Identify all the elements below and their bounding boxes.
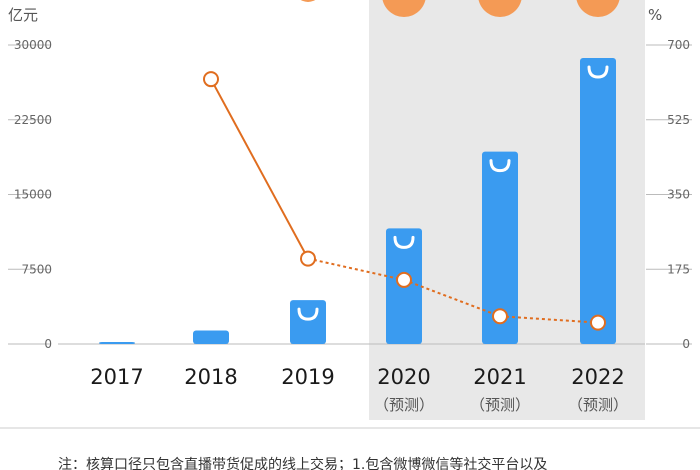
deco-circle — [576, 0, 620, 17]
y-left-tick-label: 30000 — [14, 38, 52, 52]
y-right-tick-label: 0 — [682, 337, 690, 351]
x-tick-sublabel: （预测） — [568, 396, 628, 414]
line-point-2018 — [203, 71, 219, 88]
y-left-tick-label: 7500 — [21, 262, 52, 276]
y-right-tick-label: 700 — [667, 38, 690, 52]
y-left-tick-label: 22500 — [14, 113, 52, 127]
line-segment — [210, 78, 309, 260]
line-segment-forecast — [307, 257, 405, 281]
y-left-tick-label: 0 — [44, 337, 52, 351]
bag-icon — [393, 235, 415, 249]
y-right-tick-label: 525 — [667, 113, 690, 127]
deco-circle — [478, 0, 522, 17]
deco-circle — [382, 0, 426, 17]
y-right-tick-label: 175 — [667, 262, 690, 276]
y-right-tick-label: 350 — [667, 188, 690, 202]
bar-2022 — [580, 57, 616, 344]
x-tick-label: 2017 — [90, 365, 143, 389]
y-right-unit: % — [648, 6, 662, 24]
x-tick-sublabel: （预测） — [470, 396, 530, 414]
bag-icon — [587, 65, 609, 79]
x-tick-label: 2020 — [377, 365, 430, 389]
bar-2019 — [290, 300, 326, 344]
x-tick-label: 2021 — [473, 365, 526, 389]
x-tick-label: 2019 — [281, 365, 334, 389]
deco-circle — [300, 0, 316, 2]
bag-icon — [297, 307, 319, 321]
bar-2018 — [193, 330, 229, 344]
line-segment-forecast — [403, 278, 501, 318]
x-tick-sublabel: （预测） — [374, 396, 434, 414]
line-point-2019 — [300, 250, 316, 267]
line-point-2022 — [590, 314, 606, 331]
y-left-unit: 亿元 — [8, 6, 38, 24]
footnote: 注：核算口径只包含直播带货促成的线上交易；1.包含微博微信等社交平台以及 — [58, 456, 547, 470]
line-point-2021 — [492, 308, 508, 325]
line-point-2020 — [396, 271, 412, 288]
bar-2017 — [99, 342, 135, 344]
line-segment-forecast — [499, 315, 599, 324]
bar-2021 — [482, 151, 518, 344]
x-tick-label: 2018 — [184, 365, 237, 389]
y-left-tick-label: 15000 — [14, 188, 52, 202]
x-tick-label: 2022 — [571, 365, 624, 389]
bag-icon — [489, 159, 511, 173]
